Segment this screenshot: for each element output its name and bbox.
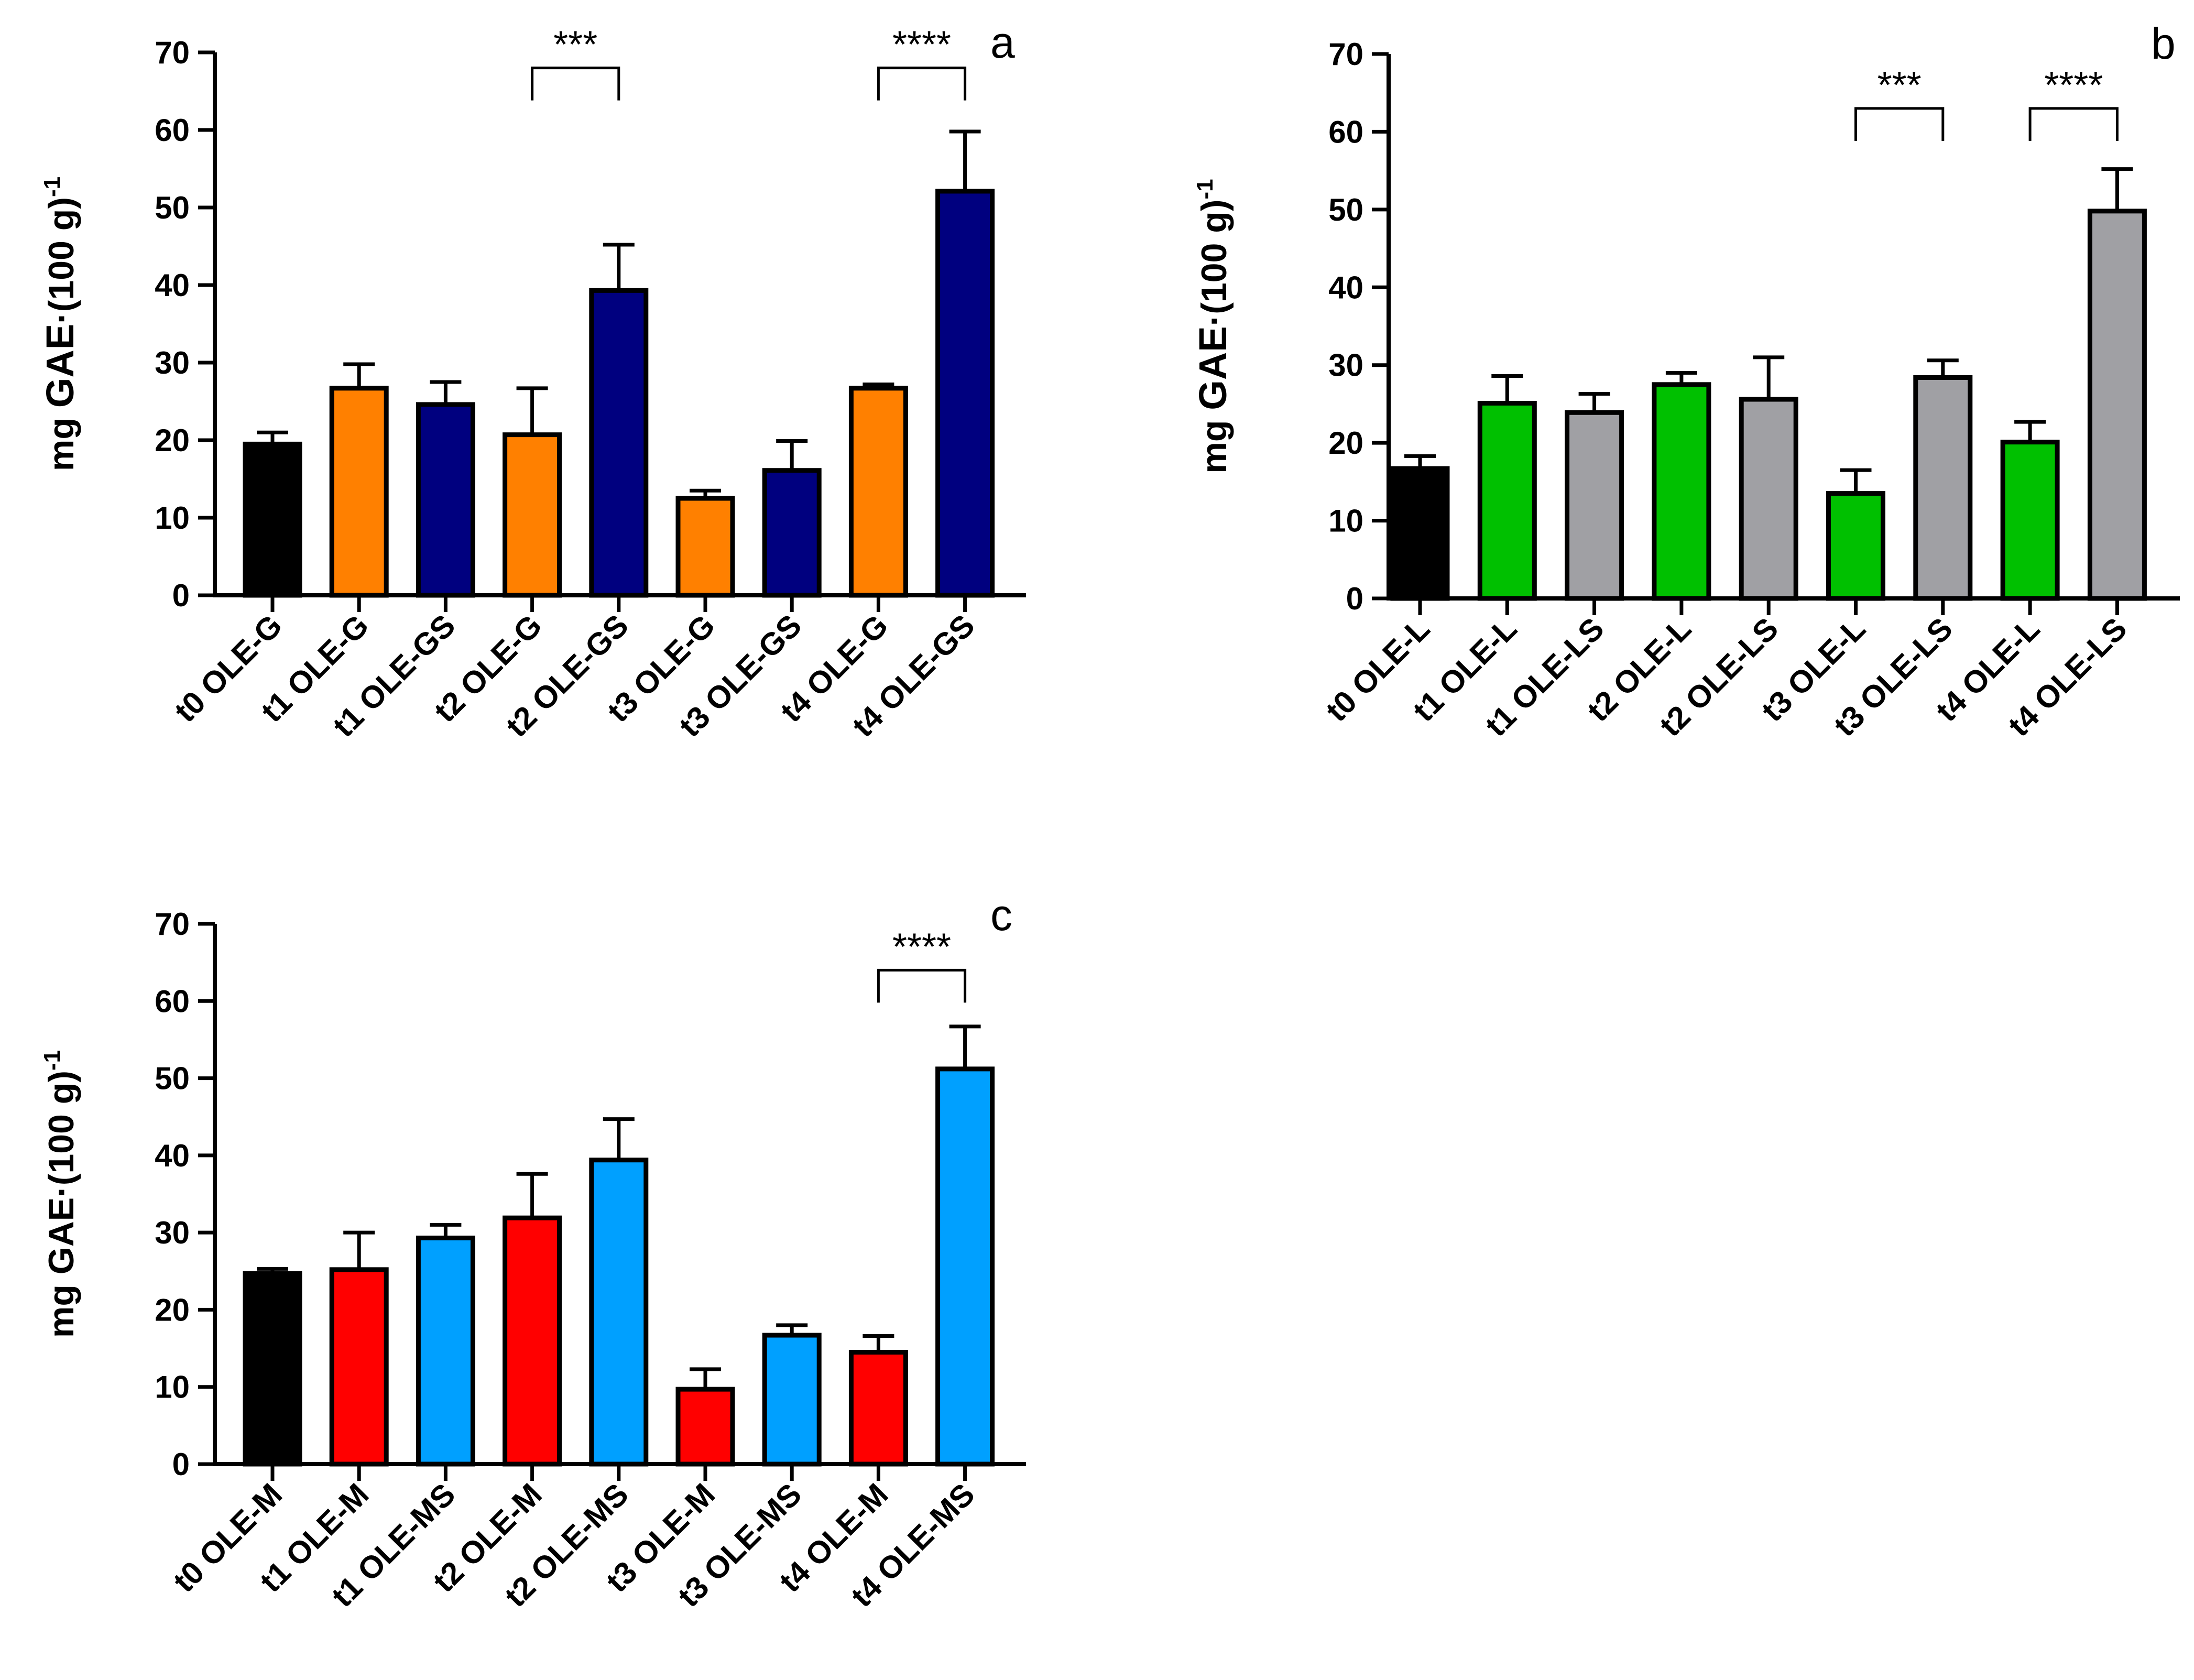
y-tick-label: 20: [155, 423, 190, 458]
y-tick-label: 50: [155, 1061, 190, 1096]
bar: [848, 1349, 908, 1467]
y-tick-label: 30: [155, 1215, 190, 1250]
significance-label: ***: [1878, 64, 1922, 106]
bar: [416, 1235, 475, 1467]
y-tick-label: 40: [1328, 270, 1363, 305]
significance-bracket: [877, 968, 967, 1003]
bar: [935, 1066, 995, 1467]
y-tick-label: 60: [155, 113, 190, 148]
panel-letter: c: [990, 890, 1012, 940]
bar: [1390, 466, 1450, 601]
significance-label: ****: [892, 24, 951, 66]
y-tick-label: 60: [155, 984, 190, 1019]
y-tick-label: 30: [155, 345, 190, 380]
y-tick-label: 70: [155, 907, 190, 942]
y-tick-label: 20: [1328, 426, 1363, 461]
significance-bracket: [2028, 107, 2119, 141]
y-axis-title: mg GAE·(100 g)-1: [38, 177, 82, 471]
bar: [589, 1158, 649, 1467]
panel-letter: a: [990, 18, 1015, 67]
y-axis-title: mg GAE·(100 g)-1: [1191, 179, 1235, 473]
bar: [503, 1215, 562, 1467]
y-tick-label: 30: [1328, 348, 1363, 383]
bar: [1826, 491, 1885, 601]
bar: [329, 1267, 389, 1467]
y-tick-label: 10: [155, 1370, 190, 1405]
y-tick-label: 0: [1346, 581, 1363, 616]
panel-letter: b: [2151, 19, 2176, 68]
y-tick-label: 40: [155, 1138, 190, 1173]
bar: [1652, 382, 1711, 601]
significance-bracket: [877, 67, 967, 101]
bar: [2000, 440, 2060, 601]
y-tick-label: 50: [155, 190, 190, 225]
y-tick-label: 40: [155, 268, 190, 303]
y-tick-label: 20: [155, 1292, 190, 1327]
y-tick-label: 70: [155, 35, 190, 70]
y-tick-label: 70: [1328, 37, 1363, 72]
bar: [1565, 410, 1624, 601]
bar: [503, 432, 562, 598]
bar: [243, 1271, 302, 1467]
significance-label: ***: [553, 24, 597, 66]
bar: [329, 386, 389, 598]
y-tick-label: 0: [172, 578, 190, 613]
significance-bracket: [531, 67, 620, 101]
bar: [1477, 400, 1537, 601]
y-tick-label: 60: [1328, 114, 1363, 149]
y-tick-label: 10: [1328, 504, 1363, 539]
bar: [675, 496, 735, 598]
bar: [589, 288, 649, 598]
bar: [935, 189, 995, 598]
y-tick-label: 10: [155, 500, 190, 536]
significance-label: ****: [892, 926, 951, 968]
bar: [1739, 397, 1798, 601]
bar: [762, 1333, 822, 1467]
significance-bracket: [1854, 107, 1945, 141]
significance-label: ****: [2044, 64, 2103, 106]
y-tick-label: 0: [172, 1447, 190, 1482]
bar: [848, 386, 908, 598]
bar: [762, 468, 822, 598]
bar: [2087, 209, 2147, 601]
y-axis-title: mg GAE·(100 g)-1: [39, 1050, 81, 1338]
y-tick-label: 50: [1328, 192, 1363, 227]
bar: [1913, 375, 1973, 601]
bar: [243, 441, 302, 598]
bar: [675, 1387, 735, 1467]
bar: [416, 402, 475, 598]
